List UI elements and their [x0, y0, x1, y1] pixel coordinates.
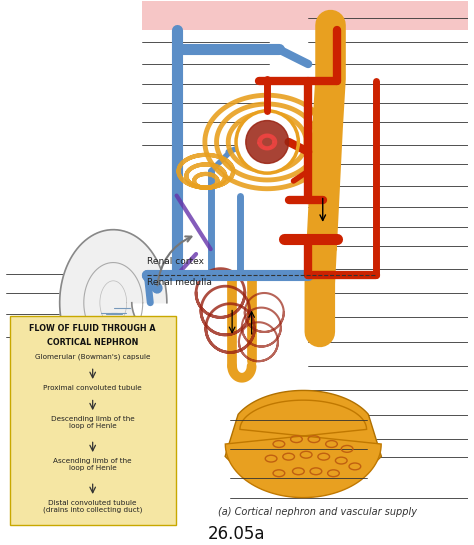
Circle shape [246, 120, 289, 164]
Text: Renal cortex: Renal cortex [147, 257, 204, 266]
Polygon shape [143, 1, 468, 30]
Text: Proximal convoluted tubule: Proximal convoluted tubule [43, 385, 142, 391]
Text: Ascending limb of the
loop of Henle: Ascending limb of the loop of Henle [54, 458, 132, 471]
Polygon shape [60, 229, 167, 376]
Text: Distal convoluted tubule
(drains into collecting duct): Distal convoluted tubule (drains into co… [43, 500, 142, 513]
FancyBboxPatch shape [10, 316, 176, 525]
Text: 26.05a: 26.05a [208, 525, 266, 543]
Polygon shape [225, 400, 381, 498]
Text: FLOW OF FLUID THROUGH A: FLOW OF FLUID THROUGH A [29, 324, 156, 334]
Circle shape [236, 111, 298, 173]
Text: Renal medulla: Renal medulla [147, 278, 212, 287]
Text: Glomerular (Bowman's) capsule: Glomerular (Bowman's) capsule [35, 354, 150, 360]
Text: Descending limb of the
loop of Henle: Descending limb of the loop of Henle [51, 416, 135, 429]
Polygon shape [225, 390, 382, 483]
Text: CORTICAL NEPHRON: CORTICAL NEPHRON [47, 338, 138, 347]
Text: (a) Cortical nephron and vascular supply: (a) Cortical nephron and vascular supply [219, 507, 418, 517]
Text: Kidney: Kidney [97, 390, 130, 399]
